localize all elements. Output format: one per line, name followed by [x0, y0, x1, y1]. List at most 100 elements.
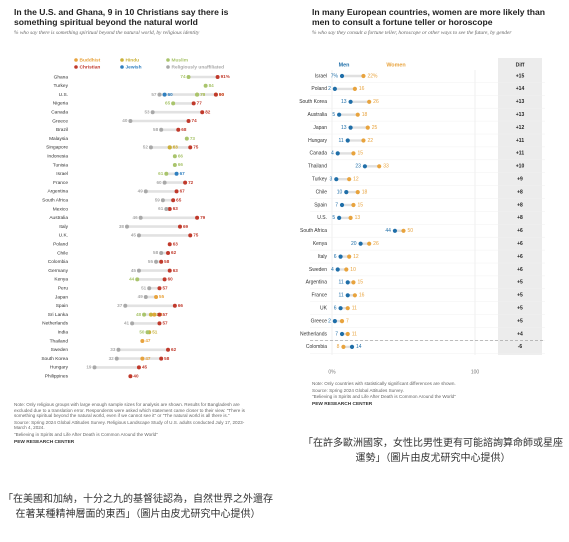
y-tick-label: Poland [311, 86, 327, 92]
data-label: 33 [110, 347, 116, 352]
dot [345, 306, 350, 311]
data-label: 13 [341, 99, 347, 105]
y-tick-label: Turkey [54, 83, 69, 89]
data-label: 7 [346, 318, 349, 324]
dot [348, 125, 353, 130]
data-label: 63 [173, 206, 179, 211]
y-tick-label: Colombia [48, 259, 69, 265]
dot [172, 303, 177, 308]
dot [338, 306, 343, 311]
data-label: 63 [173, 268, 179, 273]
dot [174, 171, 179, 176]
note: Note: Only countries with statistically … [312, 381, 456, 386]
y-tick-label: Netherlands [42, 321, 68, 327]
y-tick-label: Philippines [45, 373, 69, 379]
chart-title: In many European countries, women are mo… [312, 7, 546, 27]
dot [349, 344, 355, 349]
dot [335, 151, 340, 156]
y-tick-label: Poland [53, 241, 68, 247]
data-label: 59 [155, 197, 161, 202]
data-label: 63 [173, 145, 179, 150]
right-header: In many European countries, women are mo… [312, 7, 552, 37]
y-tick-label: Australia [49, 215, 68, 221]
dot [365, 125, 370, 130]
dot [148, 312, 153, 317]
diff-label: +12 [516, 125, 525, 131]
data-label: 7 [335, 202, 338, 208]
dot [401, 228, 406, 233]
data-label: 3 [330, 177, 333, 183]
diff-label: +5 [517, 318, 523, 324]
dot [344, 190, 349, 195]
y-tick-label: Argentina [306, 280, 328, 286]
dot [352, 86, 357, 91]
data-label: 66 [178, 303, 184, 308]
data-label: 46 [133, 215, 139, 220]
dot [164, 207, 169, 211]
dot [377, 164, 382, 169]
data-label: 44 [385, 228, 391, 234]
dot [166, 347, 171, 352]
dot [128, 119, 133, 123]
y-tick-label: Peru [58, 285, 68, 291]
y-tick-label: Sweden [309, 267, 327, 273]
left-caption: 「在美國和加納，十分之九的基督徒認為，自然世界之外還存在著某種精神層面的東西」（… [3, 494, 273, 520]
y-tick-label: Sri Lanka [48, 312, 69, 318]
data-label: 5 [332, 215, 335, 221]
data-label: 40 [122, 118, 128, 123]
y-tick-label: Sweden [51, 347, 69, 353]
diff-label: +10 [516, 164, 525, 170]
legend-label: Hindu [126, 57, 140, 63]
data-label: 91% [221, 74, 230, 79]
dot [135, 277, 140, 282]
dot [200, 110, 205, 115]
data-label: 11 [352, 306, 357, 312]
dot [203, 83, 208, 88]
dot [337, 112, 342, 117]
dot [213, 92, 218, 97]
dot [157, 286, 162, 291]
dot [339, 202, 345, 208]
diff-label: +9 [517, 177, 523, 183]
data-label: 11 [339, 293, 344, 299]
dot [355, 190, 360, 195]
data-label: 51 [141, 285, 147, 290]
dot [136, 268, 141, 273]
data-label: 7% [331, 73, 339, 79]
data-label: 63 [173, 241, 179, 246]
data-label: 2 [328, 318, 331, 324]
y-tick-label: Hungary [50, 365, 69, 371]
data-label: 22% [367, 73, 378, 79]
legend-swatch [74, 65, 78, 69]
y-tick-label: France [311, 293, 327, 299]
data-label: 10 [350, 267, 356, 273]
diff-label: +11 [516, 151, 524, 157]
diff-label: +11 [516, 138, 524, 144]
data-label: 55 [148, 259, 154, 264]
x-tick-label: 0% [328, 369, 336, 375]
data-label: 58 [153, 127, 159, 132]
diff-label: +6 [517, 228, 523, 234]
data-label: 15 [357, 280, 363, 286]
x-tick-label: 100 [471, 369, 480, 375]
dot [332, 86, 337, 91]
data-label: 77 [197, 101, 203, 106]
dot [157, 321, 162, 326]
dot [188, 145, 193, 150]
y-tick-label: Australia [308, 112, 328, 118]
data-label: 90 [219, 92, 225, 97]
dot [176, 127, 181, 132]
dot [215, 75, 220, 79]
data-label: 52 [154, 312, 160, 317]
diff-label: +15 [516, 73, 525, 79]
data-label: 79 [200, 92, 206, 97]
dot [347, 254, 352, 259]
dot [345, 331, 350, 337]
dot [172, 154, 177, 159]
data-label: 62 [171, 250, 177, 255]
left-notes: Note: Only religious groups with large e… [14, 402, 254, 445]
dot [147, 286, 152, 291]
dot [171, 101, 176, 106]
dot [172, 163, 177, 167]
diff-label: +5 [517, 280, 523, 286]
